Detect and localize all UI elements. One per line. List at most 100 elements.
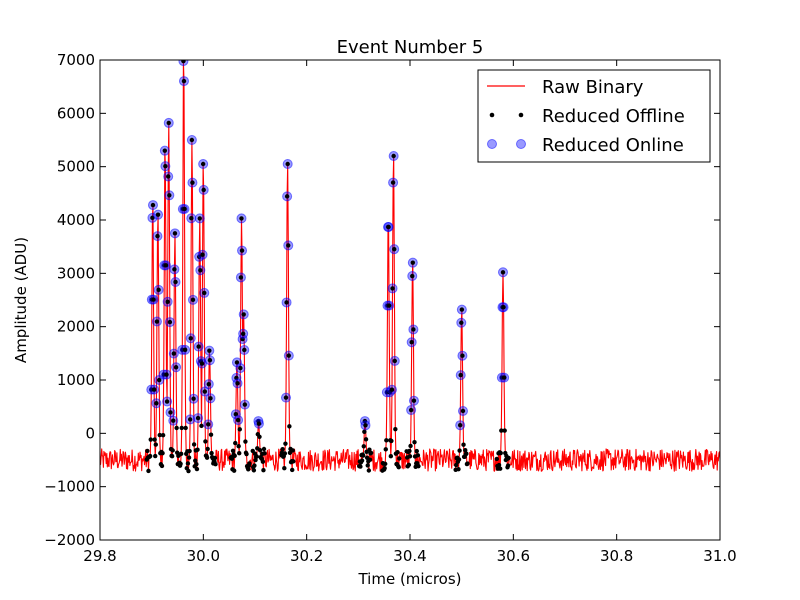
reduced-offline-point (170, 448, 175, 453)
reduced-offline-point (198, 268, 203, 273)
reduced-offline-point (246, 467, 251, 472)
reduced-offline-point (183, 425, 188, 431)
reduced-offline-point (456, 457, 462, 462)
reduced-offline-point (146, 468, 151, 474)
y-axis-label: Amplitude (ADU) (12, 237, 30, 363)
reduced-offline-point (236, 444, 241, 449)
reduced-offline-point (234, 360, 240, 365)
reduced-offline-point (156, 377, 162, 383)
reduced-offline-point (362, 429, 367, 434)
reduced-offline-point (461, 442, 466, 447)
reduced-offline-point (203, 439, 208, 444)
x-tick-label: 30.8 (600, 547, 633, 565)
reduced-offline-point (212, 455, 218, 461)
reduced-offline-point (244, 451, 249, 457)
reduced-offline-point (389, 387, 395, 392)
reduced-offline-point (260, 459, 266, 464)
legend-reduced-online-label: Reduced Online (542, 135, 684, 156)
reduced-offline-point (152, 437, 157, 442)
reduced-offline-point (283, 395, 289, 400)
reduced-offline-point (190, 180, 195, 185)
reduced-offline-point (199, 423, 204, 429)
reduced-offline-point (195, 415, 201, 421)
reduced-offline-point (191, 396, 196, 401)
reduced-offline-point (414, 448, 419, 454)
reduced-offline-point (284, 300, 289, 305)
reduced-offline-point (189, 216, 194, 221)
reduced-offline-point (459, 307, 465, 312)
reduced-offline-point (160, 450, 165, 456)
reduced-offline-point (406, 462, 412, 468)
reduced-offline-point (359, 458, 365, 463)
legend-box (477, 69, 711, 163)
reduced-offline-point (204, 455, 210, 460)
reduced-offline-point (150, 202, 156, 208)
reduced-offline-point (169, 453, 175, 459)
reduced-offline-point (410, 260, 416, 265)
reduced-offline-point (241, 312, 246, 317)
reduced-offline-point (145, 448, 150, 454)
reduced-offline-point (243, 439, 248, 444)
reduced-offline-point (384, 438, 389, 443)
reduced-offline-point (194, 466, 200, 472)
reduced-offline-point (182, 206, 187, 212)
reduced-offline-point (233, 440, 238, 446)
reduced-offline-point (199, 361, 205, 366)
reduced-offline-point (187, 448, 192, 454)
reduced-offline-point (501, 375, 507, 380)
reduced-offline-point (290, 467, 295, 473)
reduced-offline-point (465, 461, 470, 466)
reduced-offline-point (237, 427, 242, 432)
reduced-offline-point (358, 464, 363, 469)
reduced-offline-point (165, 299, 170, 304)
reduced-offline-point (415, 453, 421, 458)
reduced-offline-point (151, 297, 156, 302)
reduced-offline-point (457, 423, 463, 428)
reduced-offline-point (459, 320, 464, 325)
reduced-offline-point (261, 446, 267, 452)
reduced-offline-point (254, 454, 259, 459)
reduced-offline-point (367, 457, 373, 462)
reduced-offline-point (238, 275, 244, 280)
reduced-offline-point (167, 193, 172, 198)
reduced-offline-point (206, 422, 211, 427)
reduced-offline-point (282, 451, 288, 456)
y-tick-label: 1000 (57, 371, 95, 389)
reduced-offline-point (457, 448, 462, 453)
reduced-offline-point (365, 463, 370, 468)
legend: Raw Binary Reduced Offline Reduced Onlin… (477, 69, 711, 163)
reduced-offline-point (389, 438, 394, 444)
reduced-offline-point (285, 161, 290, 167)
reduced-offline-point (174, 425, 179, 431)
reduced-offline-point (171, 418, 176, 423)
reduced-offline-point (189, 137, 195, 143)
reduced-offline-point (460, 353, 465, 358)
reduced-offline-point (154, 319, 160, 324)
reduced-offline-point (386, 224, 391, 230)
reduced-offline-point (154, 401, 159, 406)
reduced-offline-point (179, 425, 184, 431)
reduced-offline-point (208, 396, 213, 401)
reduced-offline-point (208, 432, 214, 437)
legend-reduced-offline-marker (518, 112, 524, 118)
reduced-offline-point (391, 153, 396, 159)
reduced-offline-point (408, 443, 413, 449)
reduced-offline-point (496, 462, 502, 468)
reduced-offline-point (200, 161, 206, 167)
reduced-offline-point (185, 461, 191, 466)
reduced-offline-point (163, 163, 168, 169)
x-tick-label: 30.4 (393, 547, 426, 565)
reduced-offline-point (237, 451, 242, 456)
reduced-offline-point (168, 410, 173, 415)
legend-reduced-offline-marker (489, 112, 495, 118)
x-tick-label: 30.2 (290, 547, 323, 565)
reduced-offline-point (497, 466, 503, 471)
reduced-offline-point (188, 336, 193, 341)
y-tick-label: −1000 (44, 478, 95, 496)
reduced-offline-point (505, 463, 511, 468)
reduced-offline-point (166, 120, 171, 126)
reduced-offline-point (194, 461, 199, 467)
reduced-offline-point (393, 426, 398, 432)
reduced-offline-point (390, 286, 395, 291)
reduced-offline-point (262, 451, 267, 456)
